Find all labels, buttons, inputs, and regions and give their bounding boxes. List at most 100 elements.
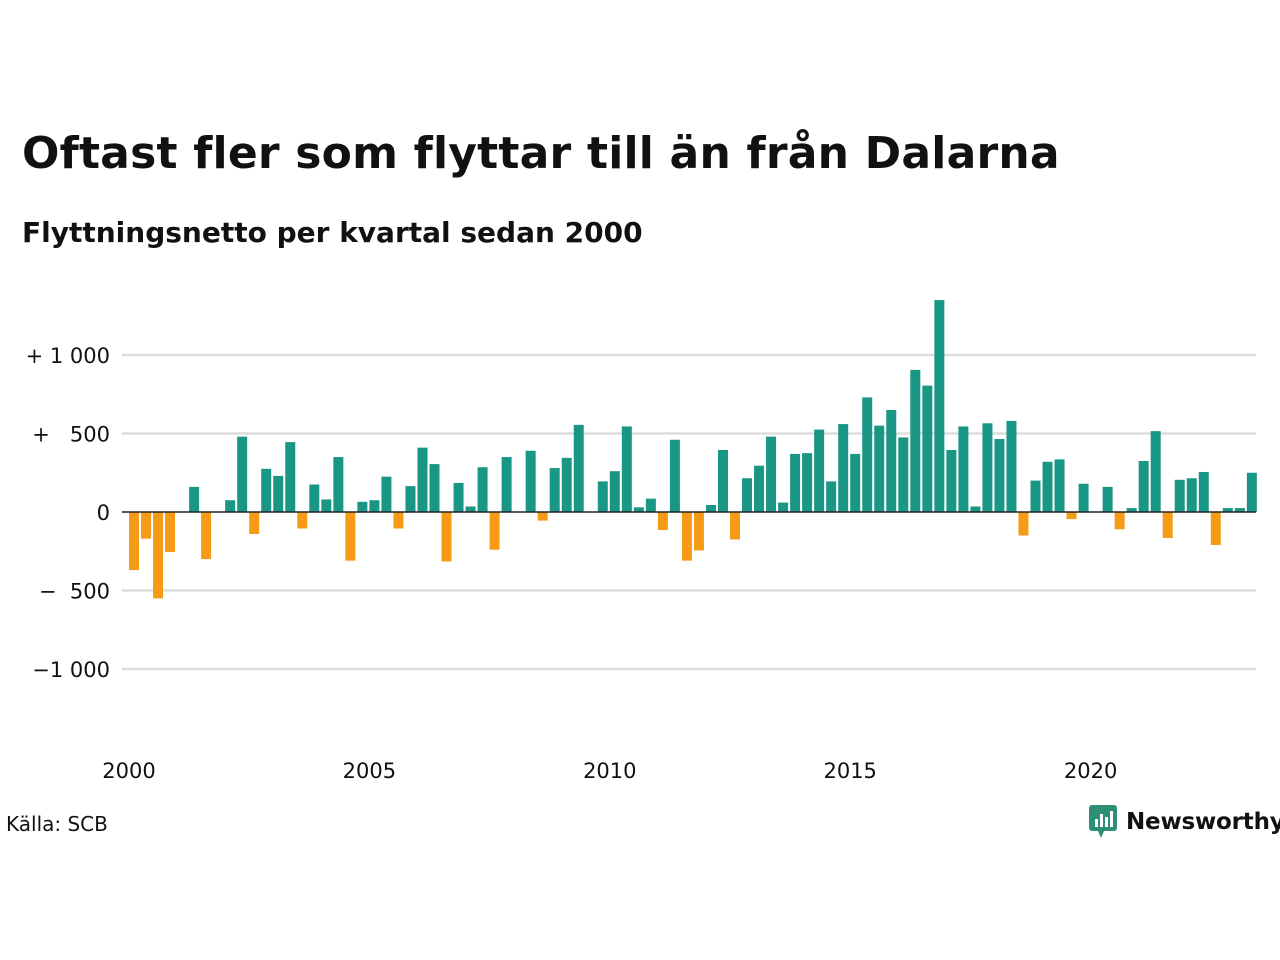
bar-2012-q2 [717, 449, 728, 513]
y-axis-tick-labels: + 1 000 + 500 0 − 500 −1 000 [26, 344, 110, 682]
y-tick-label: − 500 [39, 580, 110, 604]
bar-2004-q1 [321, 499, 332, 512]
y-tick-label: + 1 000 [26, 344, 110, 368]
brand-name: Newsworthy [1126, 809, 1280, 835]
bar-2011-q1 [657, 512, 668, 531]
bar-2019-q3 [1066, 512, 1077, 520]
bar-2019-q4 [1078, 483, 1089, 512]
bar-2018-q2 [1006, 420, 1017, 512]
bar-chart: + 1 000 + 500 0 − 500 −1 000 2000 2005 2010 201… [26, 300, 1257, 783]
bar-2011-q4 [693, 512, 704, 551]
chart-title: Oftast fler som flyttar till än från Dal… [22, 128, 1060, 179]
bar-2000-q4 [165, 512, 176, 553]
bar-2022-q1 [1186, 478, 1197, 513]
bar-2014-q3 [826, 481, 837, 512]
bar-2014-q4 [838, 424, 849, 512]
bar-2004-q3 [345, 512, 356, 561]
bar-2000-q3 [153, 512, 164, 599]
bar-2022-q2 [1198, 471, 1209, 513]
bar-2003-q2 [285, 442, 296, 512]
bar-2010-q2 [621, 426, 632, 512]
bar-2022-q4 [1222, 508, 1233, 512]
bar-2023-q2 [1246, 472, 1257, 512]
bar-2003-q3 [297, 512, 308, 529]
bar-2019-q1 [1042, 461, 1053, 512]
brand-logo[interactable]: Newsworthy [1088, 804, 1280, 840]
bar-2008-q3 [537, 512, 548, 521]
bar-2008-q4 [549, 468, 560, 512]
bar-2013-q4 [790, 453, 801, 512]
grid-lines [122, 353, 1256, 671]
bar-2015-q4 [886, 409, 897, 512]
bar-2016-q2 [910, 369, 921, 512]
x-tick-label: 2015 [823, 759, 876, 783]
bar-2021-q2 [1150, 431, 1161, 512]
bar-2001-q3 [201, 512, 212, 560]
bar-2005-q2 [381, 476, 392, 513]
bar-2012-q4 [742, 478, 753, 513]
y-tick-label: −1 000 [32, 658, 110, 682]
bar-2006-q4 [453, 482, 464, 512]
bar-2020-q2 [1102, 486, 1113, 512]
bar-2004-q4 [357, 501, 368, 512]
bar-2017-q2 [958, 426, 969, 512]
bar-2004-q2 [333, 457, 344, 512]
y-tick-label: 0 [97, 501, 110, 525]
bar-2000-q1 [129, 512, 139, 571]
bar-2016-q3 [922, 385, 933, 512]
bar-2007-q1 [465, 506, 476, 512]
x-tick-label: 2010 [583, 759, 636, 783]
bar-2002-q3 [249, 512, 260, 534]
bar-2009-q4 [597, 481, 608, 512]
bar-2002-q2 [237, 436, 248, 512]
bar-2013-q3 [778, 502, 789, 512]
bar-2002-q4 [261, 468, 272, 512]
bar-2008-q2 [525, 450, 536, 512]
bar-2016-q1 [898, 437, 909, 513]
bar-2009-q2 [573, 424, 584, 513]
x-tick-label: 2020 [1064, 759, 1117, 783]
bar-2005-q1 [369, 500, 380, 512]
bar-2014-q2 [814, 429, 825, 512]
chart-subtitle: Flyttningsnetto per kvartal sedan 2000 [22, 216, 643, 249]
bar-2020-q4 [1126, 508, 1137, 512]
bar-2007-q3 [489, 512, 500, 550]
bar-2021-q1 [1138, 460, 1149, 512]
bar-2020-q3 [1114, 512, 1125, 530]
source-label: Källa: SCB [6, 812, 108, 836]
bar-2022-q3 [1210, 512, 1221, 545]
bar-2011-q2 [669, 439, 680, 512]
bar-2007-q2 [477, 467, 488, 512]
bar-2012-q1 [705, 504, 716, 513]
bar-2018-q4 [1030, 480, 1041, 512]
bar-2005-q4 [405, 486, 416, 512]
bar-2015-q1 [850, 453, 861, 512]
bar-2003-q1 [273, 475, 284, 512]
bar-2017-q3 [970, 506, 981, 512]
bar-2012-q3 [730, 512, 740, 540]
bars [129, 300, 1257, 599]
bar-2015-q2 [862, 397, 873, 512]
bar-2021-q3 [1162, 512, 1173, 538]
bar-2010-q3 [633, 507, 644, 512]
bar-2003-q4 [309, 484, 320, 513]
bar-2013-q1 [754, 465, 765, 512]
bar-2014-q1 [802, 453, 813, 513]
bar-2001-q2 [189, 486, 200, 512]
bar-2007-q4 [501, 457, 512, 512]
bar-2005-q3 [393, 512, 404, 529]
bar-2023-q1 [1234, 508, 1245, 512]
bar-2013-q2 [766, 436, 777, 512]
y-tick-label: + 500 [32, 423, 110, 447]
bar-2006-q2 [429, 464, 440, 512]
bar-2019-q2 [1054, 459, 1065, 512]
bar-2016-q4 [934, 300, 945, 512]
x-tick-label: 2000 [102, 759, 155, 783]
bar-2006-q1 [417, 447, 428, 512]
bar-2000-q2 [141, 512, 152, 539]
x-tick-label: 2005 [343, 759, 396, 783]
bar-2010-q4 [645, 498, 656, 513]
bar-2002-q1 [225, 500, 236, 512]
bar-2021-q4 [1174, 479, 1185, 512]
bar-2017-q4 [982, 423, 993, 512]
